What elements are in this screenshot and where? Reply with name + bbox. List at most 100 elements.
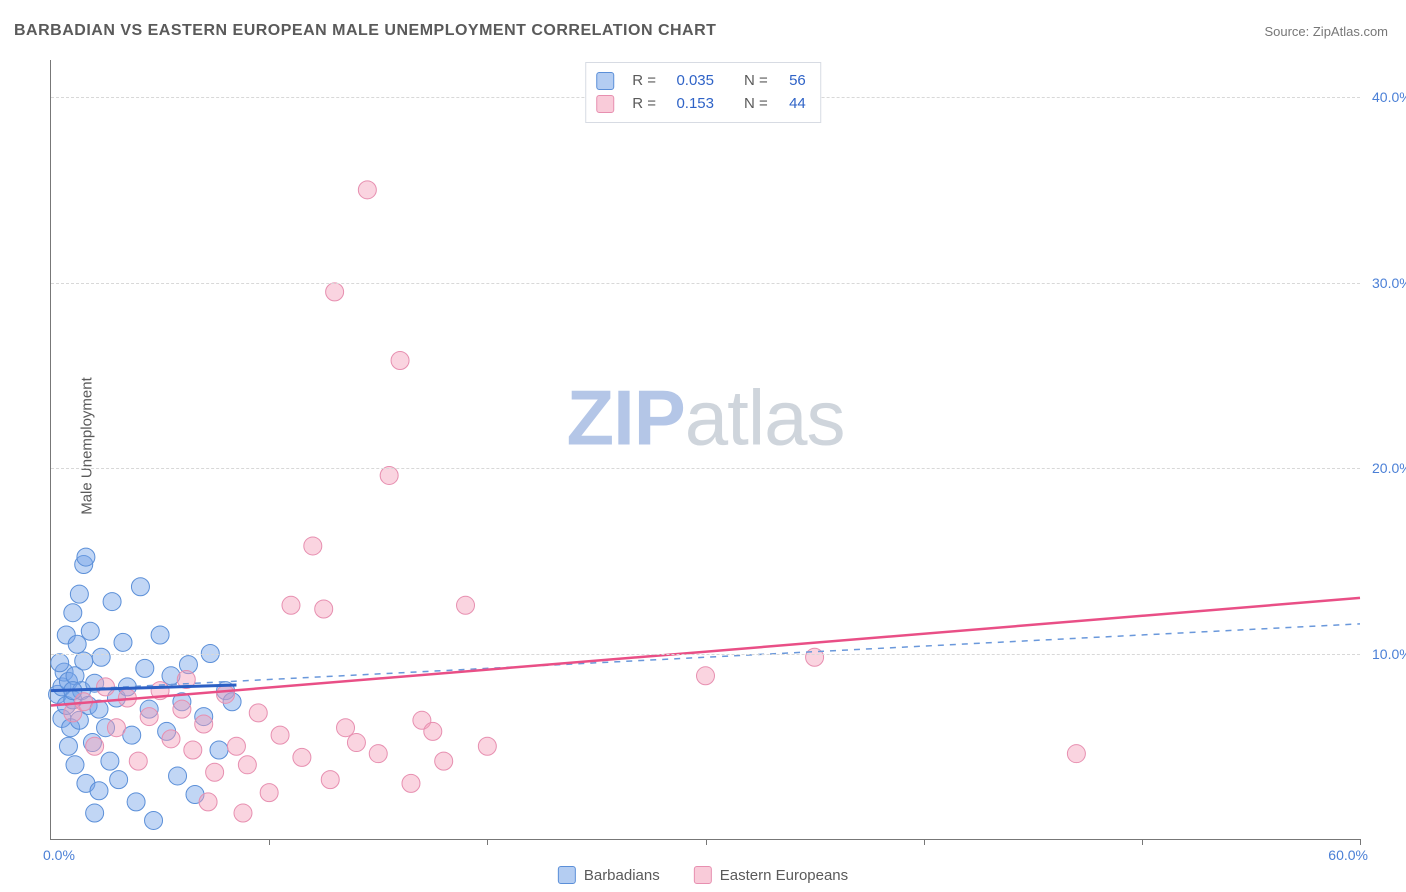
data-point bbox=[271, 726, 289, 744]
data-point bbox=[195, 715, 213, 733]
stats-swatch bbox=[596, 72, 614, 90]
data-point bbox=[129, 752, 147, 770]
x-tick-mark bbox=[487, 839, 488, 845]
x-tick-mark bbox=[1360, 839, 1361, 845]
data-point bbox=[435, 752, 453, 770]
legend-item: Barbadians bbox=[558, 866, 660, 884]
chart-title: BARBADIAN VS EASTERN EUROPEAN MALE UNEMP… bbox=[14, 22, 716, 40]
stat-n-value: 56 bbox=[778, 69, 806, 92]
data-point bbox=[402, 774, 420, 792]
legend-label: Barbadians bbox=[584, 867, 660, 884]
data-point bbox=[162, 730, 180, 748]
stat-n-label: N = bbox=[744, 69, 768, 92]
grid-line bbox=[51, 654, 1360, 655]
data-point bbox=[249, 704, 267, 722]
data-point bbox=[478, 737, 496, 755]
stat-n-value: 44 bbox=[778, 92, 806, 115]
chart-container: BARBADIAN VS EASTERN EUROPEAN MALE UNEMP… bbox=[0, 0, 1406, 892]
data-point bbox=[103, 593, 121, 611]
stats-swatch bbox=[596, 95, 614, 113]
stats-row: R = 0.035 N = 56 bbox=[596, 69, 806, 92]
data-point bbox=[114, 633, 132, 651]
legend-swatch bbox=[558, 866, 576, 884]
data-point bbox=[101, 752, 119, 770]
y-tick-label: 40.0% bbox=[1364, 89, 1406, 105]
stat-r-value: 0.153 bbox=[666, 92, 714, 115]
data-point bbox=[358, 181, 376, 199]
data-point bbox=[315, 600, 333, 618]
data-point bbox=[369, 745, 387, 763]
data-point bbox=[77, 548, 95, 566]
data-point bbox=[86, 804, 104, 822]
data-point bbox=[145, 811, 163, 829]
legend-swatch bbox=[694, 866, 712, 884]
data-point bbox=[227, 737, 245, 755]
data-point bbox=[59, 737, 77, 755]
data-point bbox=[282, 596, 300, 614]
data-point bbox=[326, 283, 344, 301]
y-tick-label: 30.0% bbox=[1364, 275, 1406, 291]
data-point bbox=[347, 734, 365, 752]
stats-box: R = 0.035 N = 56 R = 0.153 N = 44 bbox=[585, 62, 821, 123]
x-tick-mark bbox=[269, 839, 270, 845]
data-point bbox=[321, 771, 339, 789]
legend-label: Eastern Europeans bbox=[720, 867, 848, 884]
data-point bbox=[151, 626, 169, 644]
data-point bbox=[51, 654, 69, 672]
data-point bbox=[107, 719, 125, 737]
stats-row: R = 0.153 N = 44 bbox=[596, 92, 806, 115]
data-point bbox=[424, 722, 442, 740]
legend: Barbadians Eastern Europeans bbox=[558, 866, 848, 884]
y-tick-label: 20.0% bbox=[1364, 460, 1406, 476]
data-point bbox=[199, 793, 217, 811]
data-point bbox=[64, 604, 82, 622]
data-point bbox=[337, 719, 355, 737]
data-point bbox=[217, 685, 235, 703]
data-point bbox=[234, 804, 252, 822]
data-point bbox=[66, 756, 84, 774]
data-point bbox=[391, 351, 409, 369]
data-point bbox=[457, 596, 475, 614]
data-point bbox=[260, 784, 278, 802]
plot-area: ZIPatlas 0.0% 60.0% 10.0%20.0%30.0%40.0% bbox=[50, 60, 1360, 840]
x-tick-mark bbox=[1142, 839, 1143, 845]
data-point bbox=[86, 737, 104, 755]
data-point bbox=[206, 763, 224, 781]
y-tick-label: 10.0% bbox=[1364, 646, 1406, 662]
data-point bbox=[697, 667, 715, 685]
data-point bbox=[140, 708, 158, 726]
grid-line bbox=[51, 283, 1360, 284]
data-point bbox=[380, 466, 398, 484]
stat-r-label: R = bbox=[632, 92, 656, 115]
grid-line bbox=[51, 468, 1360, 469]
data-point bbox=[293, 748, 311, 766]
x-origin-label: 0.0% bbox=[43, 847, 75, 863]
x-tick-mark bbox=[706, 839, 707, 845]
data-point bbox=[169, 767, 187, 785]
data-point bbox=[131, 578, 149, 596]
x-max-label: 60.0% bbox=[1328, 847, 1368, 863]
x-tick-mark bbox=[924, 839, 925, 845]
data-point bbox=[238, 756, 256, 774]
plot-svg bbox=[51, 60, 1360, 839]
source-label: Source: ZipAtlas.com bbox=[1264, 24, 1388, 39]
data-point bbox=[1067, 745, 1085, 763]
stat-n-label: N = bbox=[744, 92, 768, 115]
data-point bbox=[184, 741, 202, 759]
data-point bbox=[90, 782, 108, 800]
data-point bbox=[173, 700, 191, 718]
data-point bbox=[110, 771, 128, 789]
data-point bbox=[92, 648, 110, 666]
trend-line bbox=[51, 598, 1360, 706]
data-point bbox=[70, 585, 88, 603]
stat-r-label: R = bbox=[632, 69, 656, 92]
data-point bbox=[81, 622, 99, 640]
data-point bbox=[136, 659, 154, 677]
data-point bbox=[210, 741, 228, 759]
data-point bbox=[75, 652, 93, 670]
data-point bbox=[304, 537, 322, 555]
legend-item: Eastern Europeans bbox=[694, 866, 848, 884]
data-point bbox=[127, 793, 145, 811]
stat-r-value: 0.035 bbox=[666, 69, 714, 92]
data-point bbox=[68, 635, 86, 653]
